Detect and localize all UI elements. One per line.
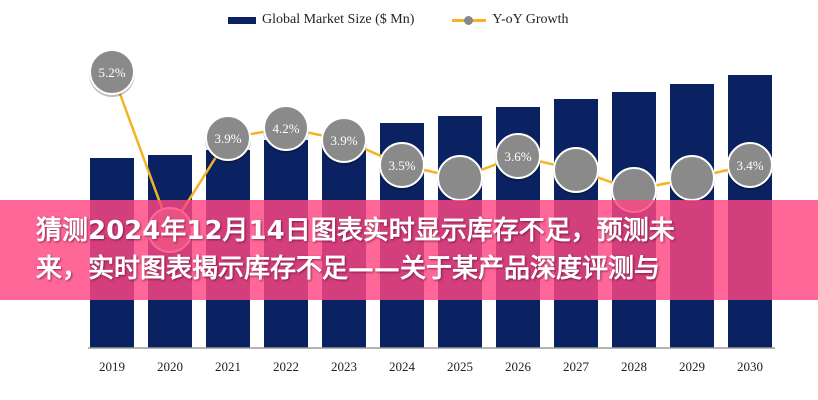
x-tick-2027: 2027: [563, 359, 590, 374]
legend-bar-swatch: [228, 16, 256, 24]
x-tick-2029: 2029: [679, 359, 705, 374]
x-tick-2025: 2025: [447, 359, 473, 374]
legend-bar-label: Global Market Size ($ Mn): [262, 12, 415, 27]
growth-label-2022: 4.2%: [272, 121, 299, 136]
x-tick-2022: 2022: [273, 359, 299, 374]
x-tick-2024: 2024: [389, 359, 416, 374]
growth-marker-2027: [553, 147, 599, 193]
x-tick-2028: 2028: [621, 359, 647, 374]
headline-line-2: 来，实时图表揭示库存不足——关于某产品深度评测与: [36, 254, 661, 284]
x-tick-2019: 2019: [99, 359, 125, 374]
growth-marker-2026: [495, 133, 541, 179]
x-tick-2023: 2023: [331, 359, 357, 374]
headline-text: 猜测2024年12月14日图表实时显示库存不足，预测未 来，实时图表揭示库存不足…: [36, 212, 816, 288]
x-tick-2021: 2021: [215, 359, 241, 374]
growth-marker-2029: [669, 155, 715, 201]
legend-line-label: Y-oY Growth: [492, 12, 569, 27]
growth-label-2019: 5.2%: [98, 65, 125, 80]
growth-marker-2022: [263, 105, 309, 151]
x-tick-2020: 2020: [157, 359, 183, 374]
x-tick-2030: 2030: [737, 359, 763, 374]
chart-legend: Global Market Size ($ Mn) Y-oY Growth: [228, 12, 569, 28]
growth-marker-2019: [89, 49, 135, 95]
headline-line-1: 猜测2024年12月14日图表实时显示库存不足，预测未: [36, 216, 675, 246]
growth-label-2030: 3.4%: [736, 158, 763, 173]
x-tick-2026: 2026: [505, 359, 532, 374]
growth-marker-2023: [321, 117, 367, 163]
headline-banner: [0, 200, 818, 300]
growth-marker-2030: [727, 142, 773, 188]
growth-label-2026: 3.6%: [504, 149, 531, 164]
growth-marker-2024: [379, 142, 425, 188]
growth-label-2024: 3.5%: [388, 158, 415, 173]
growth-marker-2025: [437, 155, 483, 201]
legend-line-swatch: [452, 15, 487, 25]
growth-marker-2021: [205, 115, 251, 161]
growth-label-2023: 3.9%: [330, 133, 357, 148]
growth-label-2021: 3.9%: [214, 131, 241, 146]
